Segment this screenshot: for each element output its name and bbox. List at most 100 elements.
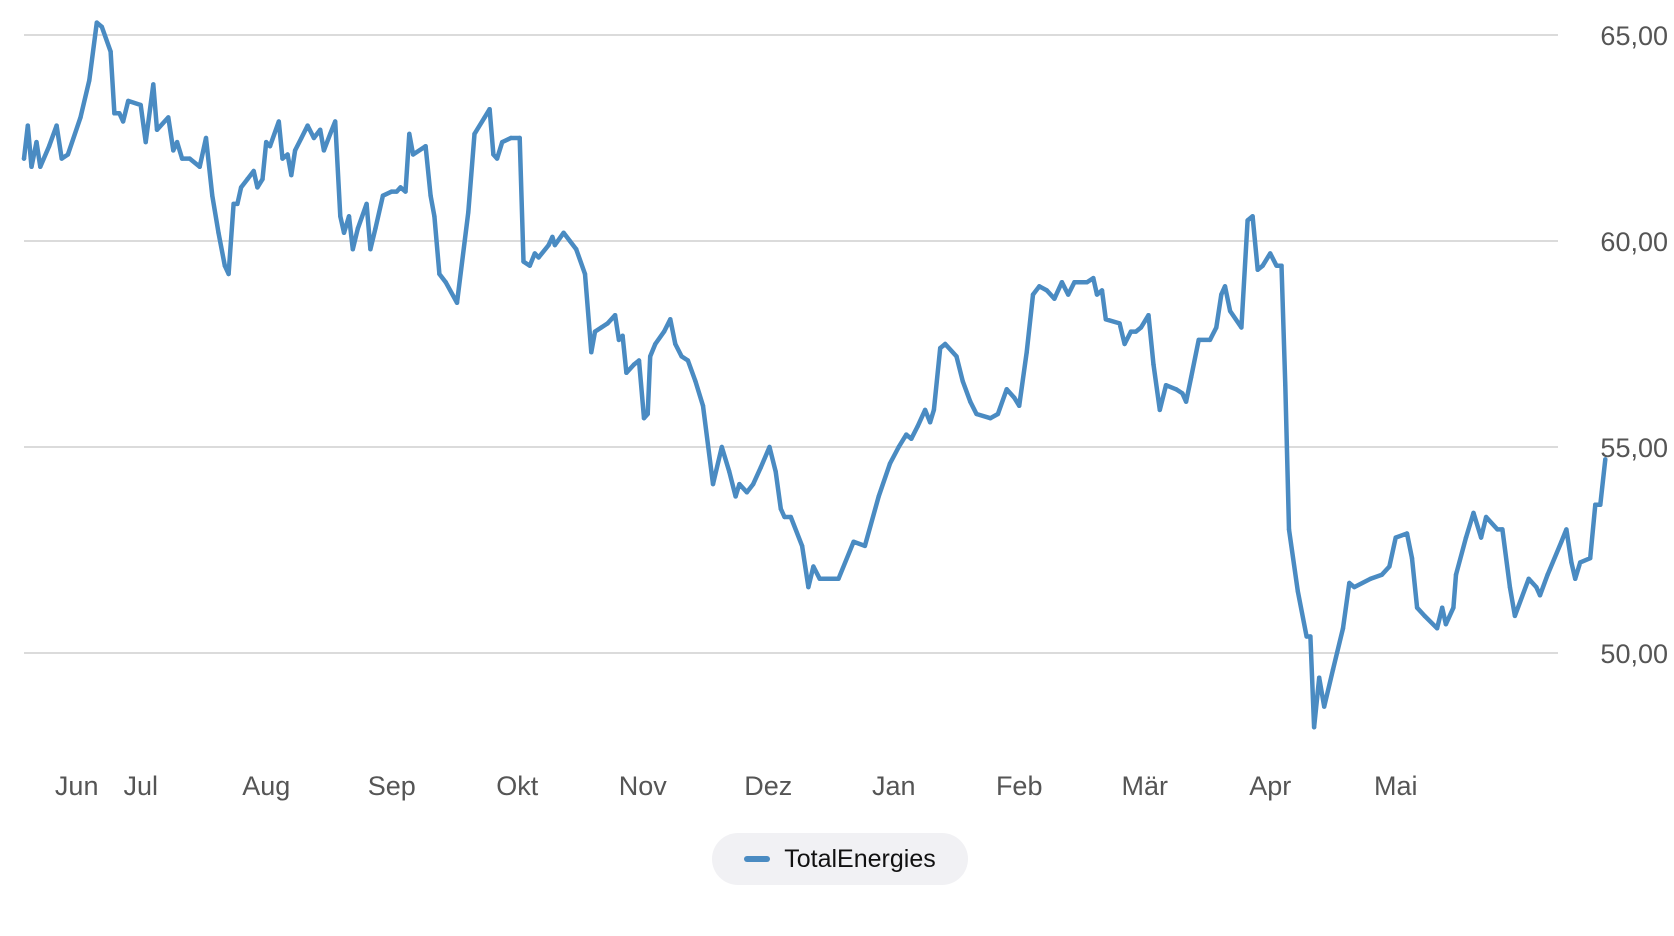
data-point (78, 115, 83, 120)
data-point (943, 341, 948, 347)
data-point (1368, 576, 1373, 581)
data-point (491, 152, 496, 157)
data-point (231, 201, 236, 207)
data-point (350, 247, 355, 252)
data-point (1189, 374, 1194, 380)
data-point (679, 354, 684, 359)
data-point (727, 469, 732, 474)
data-point (788, 514, 793, 520)
data-point (1059, 280, 1065, 285)
data-point (154, 127, 160, 132)
data-point (574, 247, 579, 252)
data-point (1443, 622, 1449, 627)
data-point (915, 424, 920, 429)
data-point (210, 193, 215, 198)
data-point (1564, 527, 1569, 532)
data-point (828, 576, 834, 581)
data-point (1463, 535, 1469, 540)
data-point (620, 333, 625, 338)
data-point (517, 135, 522, 141)
data-point (1451, 605, 1456, 610)
data-point (938, 345, 943, 351)
data-point (341, 230, 347, 235)
data-point (636, 358, 642, 363)
data-point (1340, 626, 1346, 631)
data-point (203, 135, 209, 141)
data-point (1196, 337, 1201, 343)
data-point (927, 420, 933, 425)
data-point (1183, 399, 1189, 404)
y-tick-label: 65,00 (1600, 21, 1668, 51)
data-point (1453, 572, 1459, 577)
data-point (1146, 313, 1151, 318)
x-tick-label: Okt (496, 771, 539, 801)
data-point (995, 411, 1001, 417)
data-point (179, 156, 185, 161)
data-point (1017, 403, 1022, 408)
data-point (34, 139, 39, 145)
data-point (1500, 527, 1505, 532)
data-point (143, 139, 148, 145)
data-point (1440, 605, 1445, 610)
data-point (1030, 292, 1036, 297)
data-point (364, 201, 369, 207)
data-point (988, 416, 993, 421)
data-point (1128, 329, 1134, 334)
data-point (99, 24, 105, 29)
data-point (151, 82, 156, 87)
data-point (1279, 263, 1284, 268)
data-point (466, 210, 471, 215)
data-point (751, 481, 756, 487)
y-tick-label: 60,00 (1600, 227, 1668, 257)
data-point (758, 465, 763, 470)
data-point (737, 481, 742, 487)
data-point (472, 131, 477, 137)
data-point (346, 214, 352, 219)
legend-item-totalenergies[interactable]: TotalEnergies (712, 833, 968, 885)
data-point (1219, 292, 1224, 297)
data-point (673, 341, 678, 347)
data-point (582, 271, 588, 277)
x-tick-label: Jan (872, 771, 916, 801)
data-point (733, 494, 738, 499)
data-point (1052, 296, 1057, 301)
data-point (321, 148, 327, 153)
data-point (1573, 576, 1578, 581)
data-point (567, 238, 573, 244)
data-point (862, 543, 868, 549)
data-point (1393, 535, 1398, 540)
data-point (876, 494, 881, 499)
data-point (896, 444, 901, 450)
data-point (138, 102, 143, 108)
data-point (1255, 267, 1260, 272)
data-point (289, 172, 294, 178)
data-point (922, 407, 928, 413)
data-point (432, 214, 437, 219)
data-point (1122, 341, 1127, 347)
data-point (1099, 288, 1105, 293)
data-point (693, 378, 698, 384)
data-point (550, 234, 555, 240)
data-point (1545, 572, 1550, 577)
data-point (251, 168, 256, 174)
data-point (407, 131, 412, 137)
data-point (1471, 510, 1476, 516)
data-point (25, 123, 30, 128)
data-point (423, 144, 428, 149)
data-point (1024, 350, 1029, 355)
data-point (285, 152, 290, 157)
data-point (1304, 634, 1309, 639)
data-point (1598, 502, 1603, 507)
data-point (1037, 284, 1042, 289)
gridlines (24, 34, 1558, 654)
data-point (38, 164, 43, 169)
data-point (494, 156, 500, 161)
data-point (767, 444, 772, 450)
x-tick-label: Sep (368, 771, 416, 801)
data-point (94, 20, 100, 25)
data-point (276, 119, 281, 124)
data-point (1286, 527, 1292, 532)
data-point (782, 514, 787, 520)
data-point (817, 576, 822, 581)
data-point (811, 564, 816, 569)
